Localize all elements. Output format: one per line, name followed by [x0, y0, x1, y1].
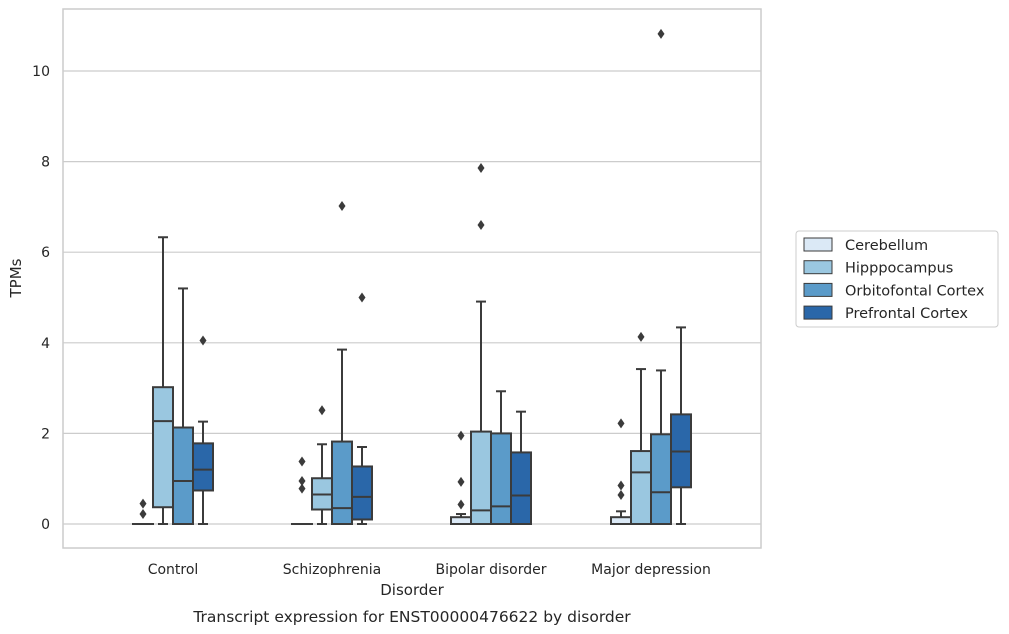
box [490, 432, 512, 525]
legend-swatch [803, 282, 833, 297]
y-tick-label: 2 [41, 426, 50, 442]
outlier-point [457, 476, 465, 487]
y-tick-label: 0 [41, 517, 50, 533]
outlier-point [477, 162, 485, 173]
box [331, 440, 353, 525]
outlier-point [358, 292, 366, 303]
x-tick-label: Control [148, 562, 199, 578]
outlier-point [617, 418, 625, 429]
y-axis-label: TPMs [7, 258, 25, 298]
box-plots [132, 28, 692, 526]
outlier-point [298, 475, 306, 486]
x-tick-labels: Control Schizophrenia Bipolar disorder Majo… [148, 562, 711, 578]
outlier-point [657, 28, 665, 39]
outlier-point [199, 335, 207, 346]
box [152, 386, 174, 509]
outlier-point [637, 331, 645, 342]
x-tick-label: Schizophrenia [283, 562, 381, 578]
box [510, 451, 532, 525]
legend-frame [795, 230, 999, 328]
box [610, 516, 632, 526]
legend-label: Prefrontal Cortex [845, 306, 968, 322]
outlier-point [298, 456, 306, 467]
y-tick-label: 6 [41, 245, 50, 261]
box [192, 442, 214, 492]
outlier-point [318, 405, 326, 416]
legend-label: Orbitofontal Cortex [845, 283, 985, 299]
outlier-point [457, 430, 465, 441]
box [351, 465, 373, 521]
x-axis-label: Disorder [380, 581, 444, 599]
outlier-point [457, 499, 465, 510]
y-tick-label: 8 [41, 155, 50, 171]
box [630, 450, 652, 525]
outlier-point [338, 200, 346, 211]
legend-label: Hipppocampus [845, 261, 953, 277]
legend-label: Cerebellum [845, 238, 928, 254]
y-tick-label: 10 [32, 64, 50, 80]
legend-swatch [803, 260, 833, 275]
outlier-point [139, 498, 147, 509]
box [450, 516, 472, 526]
plot-frame [62, 8, 762, 549]
box [172, 426, 194, 525]
outlier-point [139, 509, 147, 520]
outlier-point [298, 483, 306, 494]
x-tick-label: Major depression [591, 562, 711, 578]
y-tick-label: 4 [41, 336, 50, 352]
box [650, 433, 672, 525]
chart-caption: Transcript expression for ENST0000047662… [192, 608, 631, 626]
outlier-point [617, 490, 625, 501]
outlier-point [617, 480, 625, 491]
legend-swatch [803, 237, 833, 252]
y-tick-labels: 0 2 4 6 8 10 [32, 64, 50, 533]
x-tick-label: Bipolar disorder [435, 562, 546, 578]
outlier-point [477, 220, 485, 231]
legend-swatch [803, 305, 833, 320]
legend: Cerebellum Hipppocampus Orbitofontal Corte… [795, 230, 999, 328]
